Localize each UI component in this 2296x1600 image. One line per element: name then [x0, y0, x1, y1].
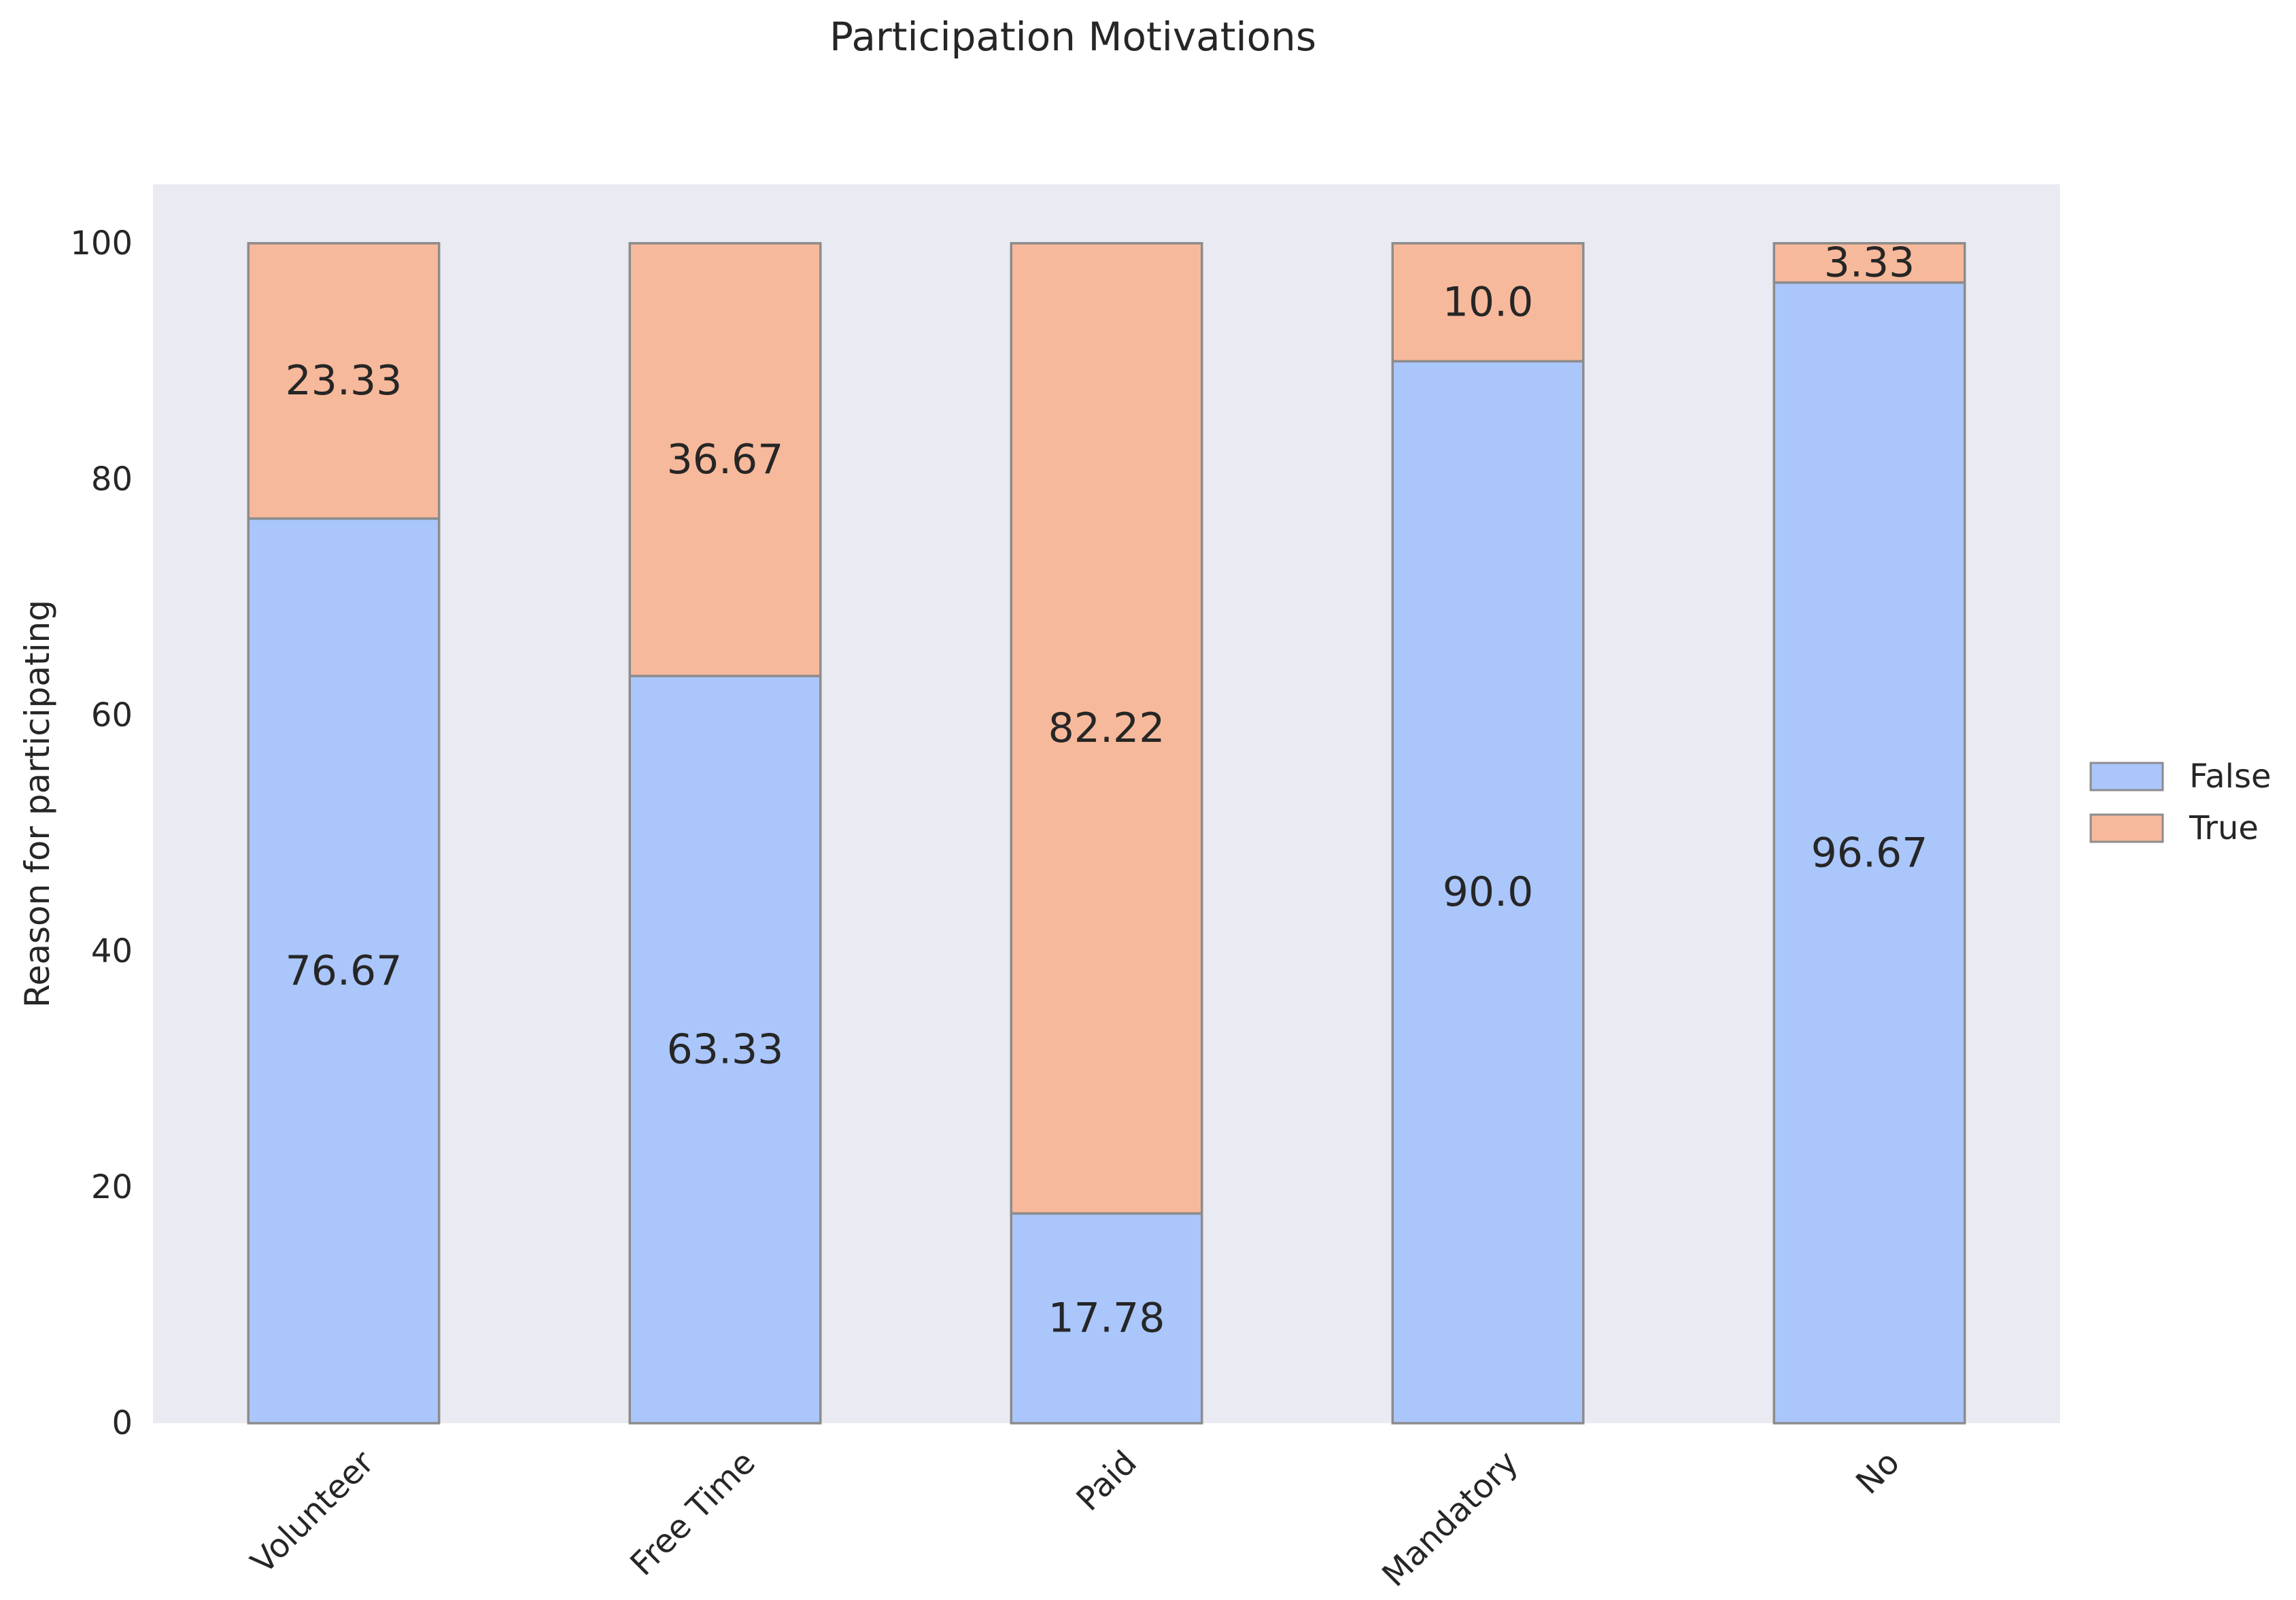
y-tick-label: 60	[91, 696, 133, 734]
x-axis: Volunteer Free Time Paid Mandatory No	[243, 1444, 1906, 1595]
bar-true-free-time	[628, 242, 822, 677]
legend-swatch-false	[2089, 762, 2164, 792]
data-label: 63.33	[667, 1026, 784, 1074]
data-label: 36.67	[667, 436, 784, 483]
x-tick-label: Free Time	[623, 1444, 762, 1583]
x-tick-label: Mandatory	[1375, 1444, 1526, 1595]
bar-false-no	[1772, 281, 1966, 1425]
data-labels: 76.67 23.33 63.33 36.67 17.78 82.22 90.0 10.0 96…	[286, 239, 1928, 1342]
x-tick-label: No	[1849, 1444, 1907, 1502]
y-tick-label: 40	[91, 932, 133, 970]
data-label: 96.67	[1811, 829, 1928, 876]
legend-label-true: True	[2189, 809, 2259, 847]
y-tick-label: 80	[91, 460, 133, 498]
bar-true-no	[1772, 242, 1966, 284]
y-tick-label: 0	[112, 1404, 133, 1442]
y-axis: 0 20 40 60 80 100	[70, 224, 133, 1442]
bar-false-volunteer	[247, 517, 441, 1425]
y-tick-label: 100	[70, 224, 133, 262]
x-tick-label: Volunteer	[243, 1444, 381, 1582]
legend-swatch-true	[2089, 813, 2164, 843]
data-label: 23.33	[286, 357, 402, 405]
y-axis-label: Reason for participating	[18, 600, 57, 1008]
chart-title: Participation Motivations	[829, 14, 1316, 60]
bar-true-mandatory	[1391, 242, 1585, 363]
data-label: 10.0	[1443, 279, 1534, 326]
data-label: 82.22	[1048, 704, 1165, 752]
bars	[247, 242, 1966, 1425]
data-label: 90.0	[1443, 868, 1534, 916]
bar-false-free-time	[628, 675, 822, 1425]
legend-label-false: False	[2189, 758, 2272, 796]
x-tick-label: Paid	[1069, 1444, 1144, 1518]
legend: False True	[2089, 758, 2272, 847]
y-tick-label: 20	[91, 1168, 133, 1206]
bar-false-paid	[1010, 1212, 1203, 1425]
data-label: 3.33	[1824, 239, 1915, 287]
bar-true-paid	[1010, 242, 1203, 1215]
bar-false-mandatory	[1391, 360, 1585, 1425]
data-label: 17.78	[1048, 1295, 1165, 1342]
bar-true-volunteer	[247, 242, 441, 520]
data-label: 76.67	[286, 947, 402, 995]
